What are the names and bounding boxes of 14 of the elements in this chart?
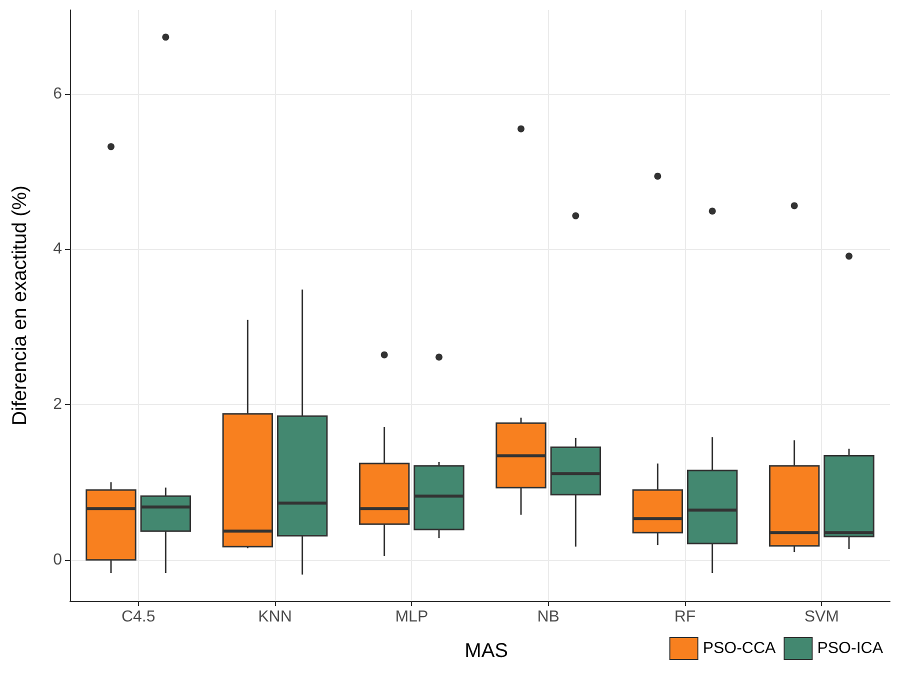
x-tick-label: MLP — [395, 608, 428, 626]
legend-label: PSO-ICA — [817, 640, 884, 657]
y-tick-label: 2 — [53, 396, 62, 414]
x-tick-label: KNN — [258, 608, 292, 626]
y-tick-label: 6 — [53, 85, 62, 102]
y-axis-title: Diferencia en exactitud (%) — [9, 185, 31, 426]
legend-title: MAS — [464, 640, 508, 662]
y-tick-label: 0 — [53, 551, 62, 568]
x-tick-label: C4.5 — [121, 608, 156, 626]
x-tick-label: RF — [674, 608, 696, 626]
x-tick-label: NB — [537, 608, 560, 626]
x-tick-label: SVM — [804, 608, 840, 626]
y-tick-label: 4 — [53, 240, 62, 258]
legend-label: PSO-CCA — [702, 640, 776, 657]
